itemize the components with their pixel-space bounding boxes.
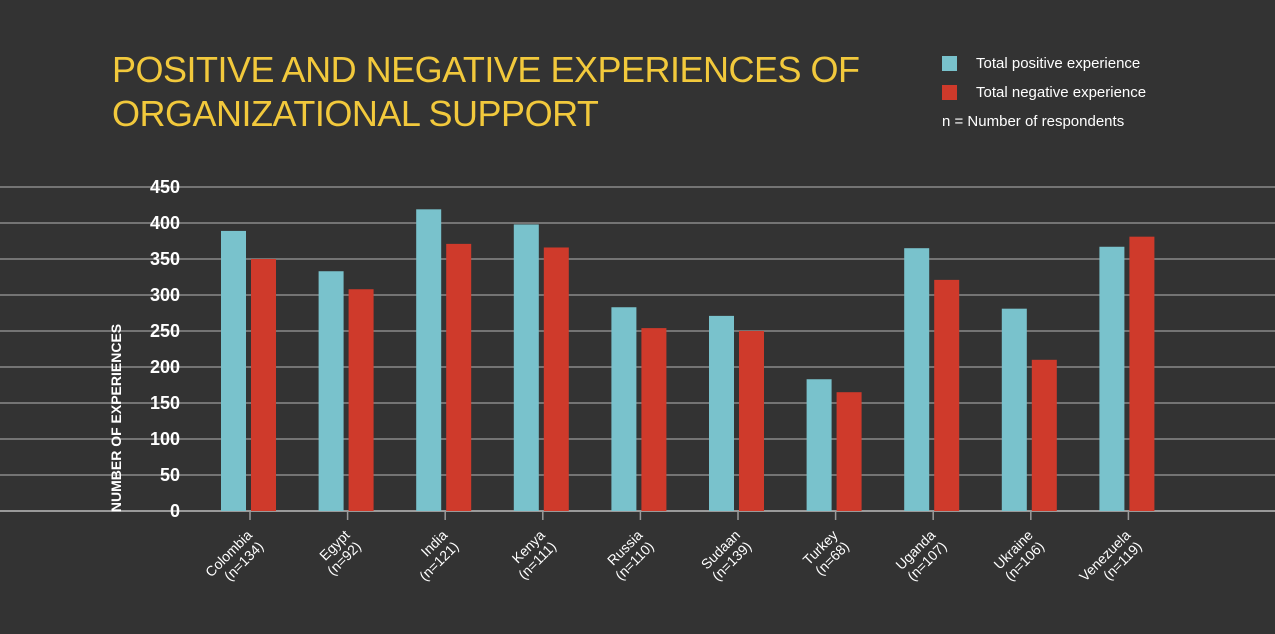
x-tick-label-kenya: Kenya(n=111) <box>504 527 560 583</box>
y-tick-label-350: 350 <box>150 249 180 269</box>
y-tick-label-150: 150 <box>150 393 180 413</box>
x-tick-label-sudaan: Sudaan(n=139) <box>697 527 754 584</box>
legend-swatch-negative <box>942 85 957 100</box>
bar-negative-uganda <box>934 279 960 511</box>
bar-positive-russia <box>611 307 637 511</box>
y-tick-label-300: 300 <box>150 285 180 305</box>
bar-negative-turkey <box>836 392 862 511</box>
chart-title-line-1: POSITIVE AND NEGATIVE EXPERIENCES OF <box>112 49 860 90</box>
legend-item-negative: Total negative experience <box>942 78 1146 107</box>
x-tick-label-india: India(n=121) <box>405 527 462 584</box>
legend-swatch-positive <box>942 56 957 71</box>
y-tick-label-250: 250 <box>150 321 180 341</box>
bar-negative-venezuela <box>1129 236 1155 511</box>
y-tick-label-450: 450 <box>150 177 180 197</box>
x-tick-label-egypt: Egypt(n=92) <box>313 527 365 579</box>
chart-title-line-2: ORGANIZATIONAL SUPPORT <box>112 93 599 134</box>
legend-label-negative: Total negative experience <box>976 84 1147 101</box>
bar-negative-ukraine <box>1031 359 1057 511</box>
bar-positive-india <box>416 209 442 511</box>
bar-positive-ukraine <box>1001 308 1027 511</box>
bar-negative-sudaan <box>739 331 764 511</box>
y-tick-label-200: 200 <box>150 357 180 377</box>
bar-positive-kenya <box>513 224 539 511</box>
x-tick-label-russia: Russia(n=110) <box>601 527 657 583</box>
x-tick-label-uganda: Uganda(n=107) <box>892 527 949 584</box>
legend: Total positive experience Total negative… <box>942 49 1146 136</box>
bar-positive-uganda <box>904 248 930 511</box>
bar-negative-colombia <box>251 259 276 511</box>
y-tick-label-0: 0 <box>170 501 180 521</box>
bar-negative-india <box>446 243 472 511</box>
legend-label-positive: Total positive experience <box>976 55 1141 72</box>
y-tick-label-400: 400 <box>150 213 180 233</box>
legend-item-positive: Total positive experience <box>942 49 1146 78</box>
bar-positive-colombia <box>221 230 246 512</box>
y-tick-label-50: 50 <box>160 465 180 485</box>
y-axis-title: NUMBER OF EXPERIENCES <box>108 324 124 512</box>
x-tick-label-ukraine: Ukraine(n=106) <box>990 527 1047 584</box>
x-tick-label-turkey: Turkey(n=68) <box>800 527 853 580</box>
chart-title: POSITIVE AND NEGATIVE EXPERIENCES OF ORG… <box>112 48 872 136</box>
bar-negative-egypt <box>348 289 374 511</box>
y-tick-label-100: 100 <box>150 429 180 449</box>
x-tick-label-colombia: Colombia(n=134) <box>202 527 267 592</box>
x-tick-label-venezuela: Venezuela(n=119) <box>1076 527 1145 596</box>
bar-negative-russia <box>641 328 667 511</box>
bar-negative-kenya <box>543 247 569 512</box>
bar-positive-sudaan <box>709 315 734 511</box>
bar-positive-venezuela <box>1099 246 1125 511</box>
bar-positive-egypt <box>318 271 344 511</box>
legend-note: n = Number of respondents <box>942 113 1125 130</box>
bar-positive-turkey <box>806 379 832 511</box>
